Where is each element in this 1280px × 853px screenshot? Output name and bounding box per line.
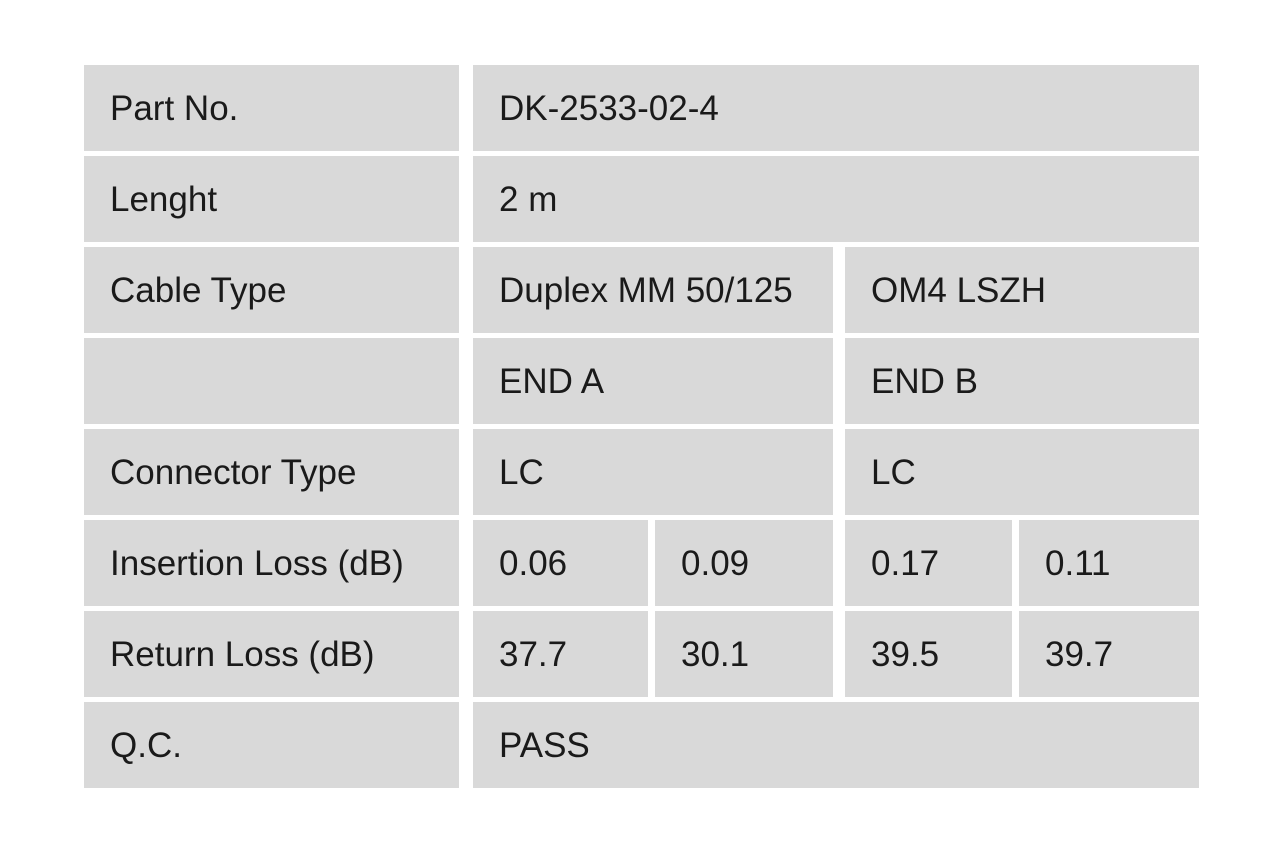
end-b-header-cell: END B — [845, 338, 1199, 424]
insertion-loss-label-cell: Insertion Loss (dB) — [84, 520, 459, 606]
end-header-empty-cell — [84, 338, 459, 424]
return-loss-label-cell: Return Loss (dB) — [84, 611, 459, 697]
insertion-loss-end-b-2-cell: 0.11 — [1019, 520, 1199, 606]
spec-table: Part No. DK-2533-02-4 Lenght 2 m Cable T… — [84, 65, 1199, 788]
insertion-loss-end-a-1-cell: 0.06 — [473, 520, 648, 606]
return-loss-end-b-2-cell: 39.7 — [1019, 611, 1199, 697]
cable-type-end-a-cell: Duplex MM 50/125 — [473, 247, 833, 333]
insertion-loss-end-a-2-cell: 0.09 — [655, 520, 833, 606]
end-a-header-cell: END A — [473, 338, 833, 424]
length-label-cell: Lenght — [84, 156, 459, 242]
insertion-loss-end-b-1-cell: 0.17 — [845, 520, 1012, 606]
return-loss-end-b-1-cell: 39.5 — [845, 611, 1012, 697]
length-value-cell: 2 m — [473, 156, 1199, 242]
return-loss-end-a-1-cell: 37.7 — [473, 611, 648, 697]
cable-type-label-cell: Cable Type — [84, 247, 459, 333]
connector-type-end-b-cell: LC — [845, 429, 1199, 515]
part-no-label-cell: Part No. — [84, 65, 459, 151]
qc-label-cell: Q.C. — [84, 702, 459, 788]
qc-value-cell: PASS — [473, 702, 1199, 788]
connector-type-end-a-cell: LC — [473, 429, 833, 515]
connector-type-label-cell: Connector Type — [84, 429, 459, 515]
return-loss-end-a-2-cell: 30.1 — [655, 611, 833, 697]
cable-type-end-b-cell: OM4 LSZH — [845, 247, 1199, 333]
part-no-value-cell: DK-2533-02-4 — [473, 65, 1199, 151]
